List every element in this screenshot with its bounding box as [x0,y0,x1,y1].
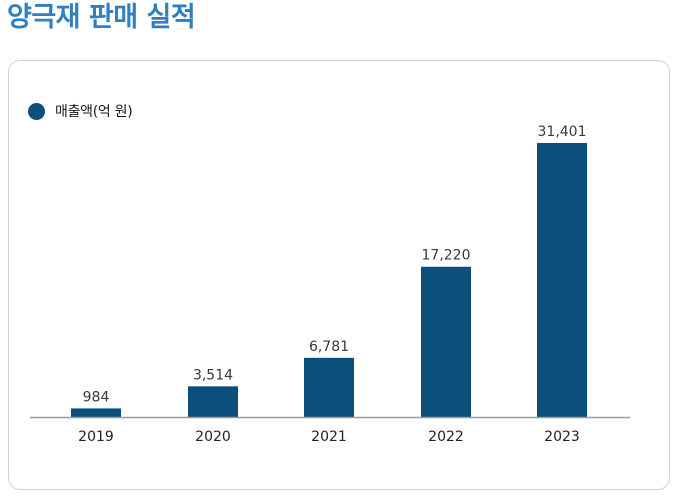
legend-label: 매출액(억 원) [55,104,133,120]
bar-2021 [304,357,354,417]
legend-swatch [28,102,45,120]
data-label-2020: 3,514 [193,367,233,383]
bar-2023 [537,143,587,417]
data-label-2023: 31,401 [538,124,587,140]
x-tick-label-2023: 2023 [544,429,580,445]
x-tick-label-2021: 2021 [311,429,347,445]
bar-2020 [188,386,238,417]
page-title: 양극재 판매 실적 [7,2,196,33]
chart-legend: 매출액(억 원) [28,101,133,121]
data-label-2019: 984 [83,389,110,405]
bar-2022 [421,266,471,417]
data-label-2021: 6,781 [309,339,349,355]
x-tick-label-2019: 2019 [78,429,114,445]
x-tick-label-2020: 2020 [195,429,231,445]
x-tick-label-2022: 2022 [428,429,464,445]
data-label-2022: 17,220 [422,248,471,264]
bar-2019 [71,408,121,417]
